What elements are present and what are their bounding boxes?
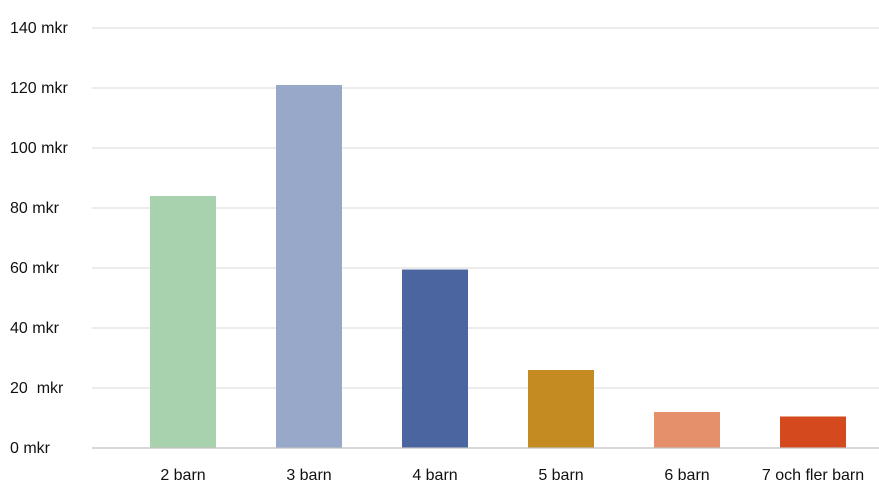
x-category-label: 4 barn <box>412 467 457 481</box>
x-category-label: 3 barn <box>286 467 331 481</box>
bar <box>528 370 594 448</box>
bar <box>402 269 468 448</box>
bar <box>780 416 846 448</box>
y-tick-label: 140 mkr <box>10 20 68 37</box>
y-axis-tick-labels: 0 mkr 20 mkr 40 mkr 60 mkr 80 mkr 100 mkr 120 … <box>10 20 68 457</box>
bar <box>150 196 216 448</box>
bars <box>150 85 846 448</box>
x-category-label: 6 barn <box>664 467 709 481</box>
bar <box>654 412 720 448</box>
grid-lines <box>92 27 879 389</box>
x-category-label: 7 och fler barn <box>762 467 864 481</box>
y-tick-label: 80 mkr <box>10 200 60 217</box>
y-tick-label: 100 mkr <box>10 140 68 157</box>
y-tick-label: 20 mkr <box>10 380 64 397</box>
x-category-label: 2 barn <box>160 467 205 481</box>
y-tick-label: 120 mkr <box>10 80 68 97</box>
x-axis-category-labels: 2 barn 3 barn 4 barn 5 barn 6 barn 7 och fler… <box>160 467 864 481</box>
y-tick-label: 40 mkr <box>10 320 60 337</box>
y-tick-label: 0 mkr <box>10 440 51 457</box>
y-tick-label: 60 mkr <box>10 260 60 277</box>
bar <box>276 85 342 448</box>
x-category-label: 5 barn <box>538 467 583 481</box>
